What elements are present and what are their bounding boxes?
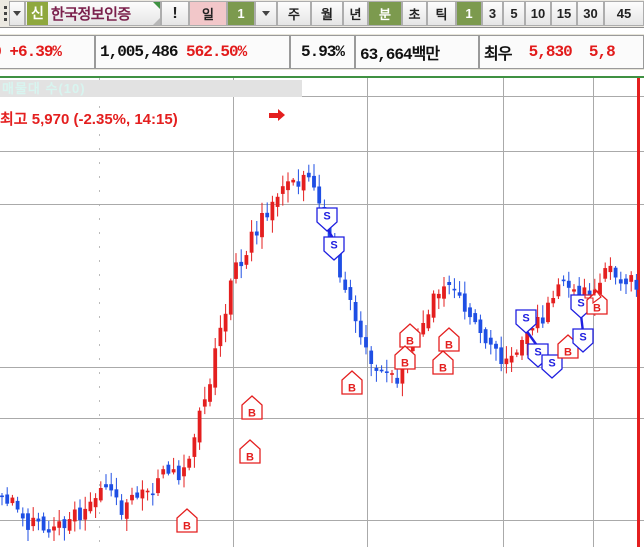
svg-text:B: B [348,383,356,395]
svg-text:S: S [577,298,584,310]
svg-text:S: S [330,240,337,252]
svg-text:B: B [445,340,453,352]
svg-text:B: B [439,363,447,375]
svg-text:S: S [579,332,586,344]
svg-text:B: B [593,303,601,315]
svg-text:B: B [564,347,572,359]
svg-text:B: B [183,521,191,533]
svg-text:S: S [534,347,541,359]
svg-text:S: S [323,211,330,223]
svg-text:S: S [522,313,529,325]
svg-text:B: B [406,336,414,348]
svg-text:B: B [246,452,254,464]
